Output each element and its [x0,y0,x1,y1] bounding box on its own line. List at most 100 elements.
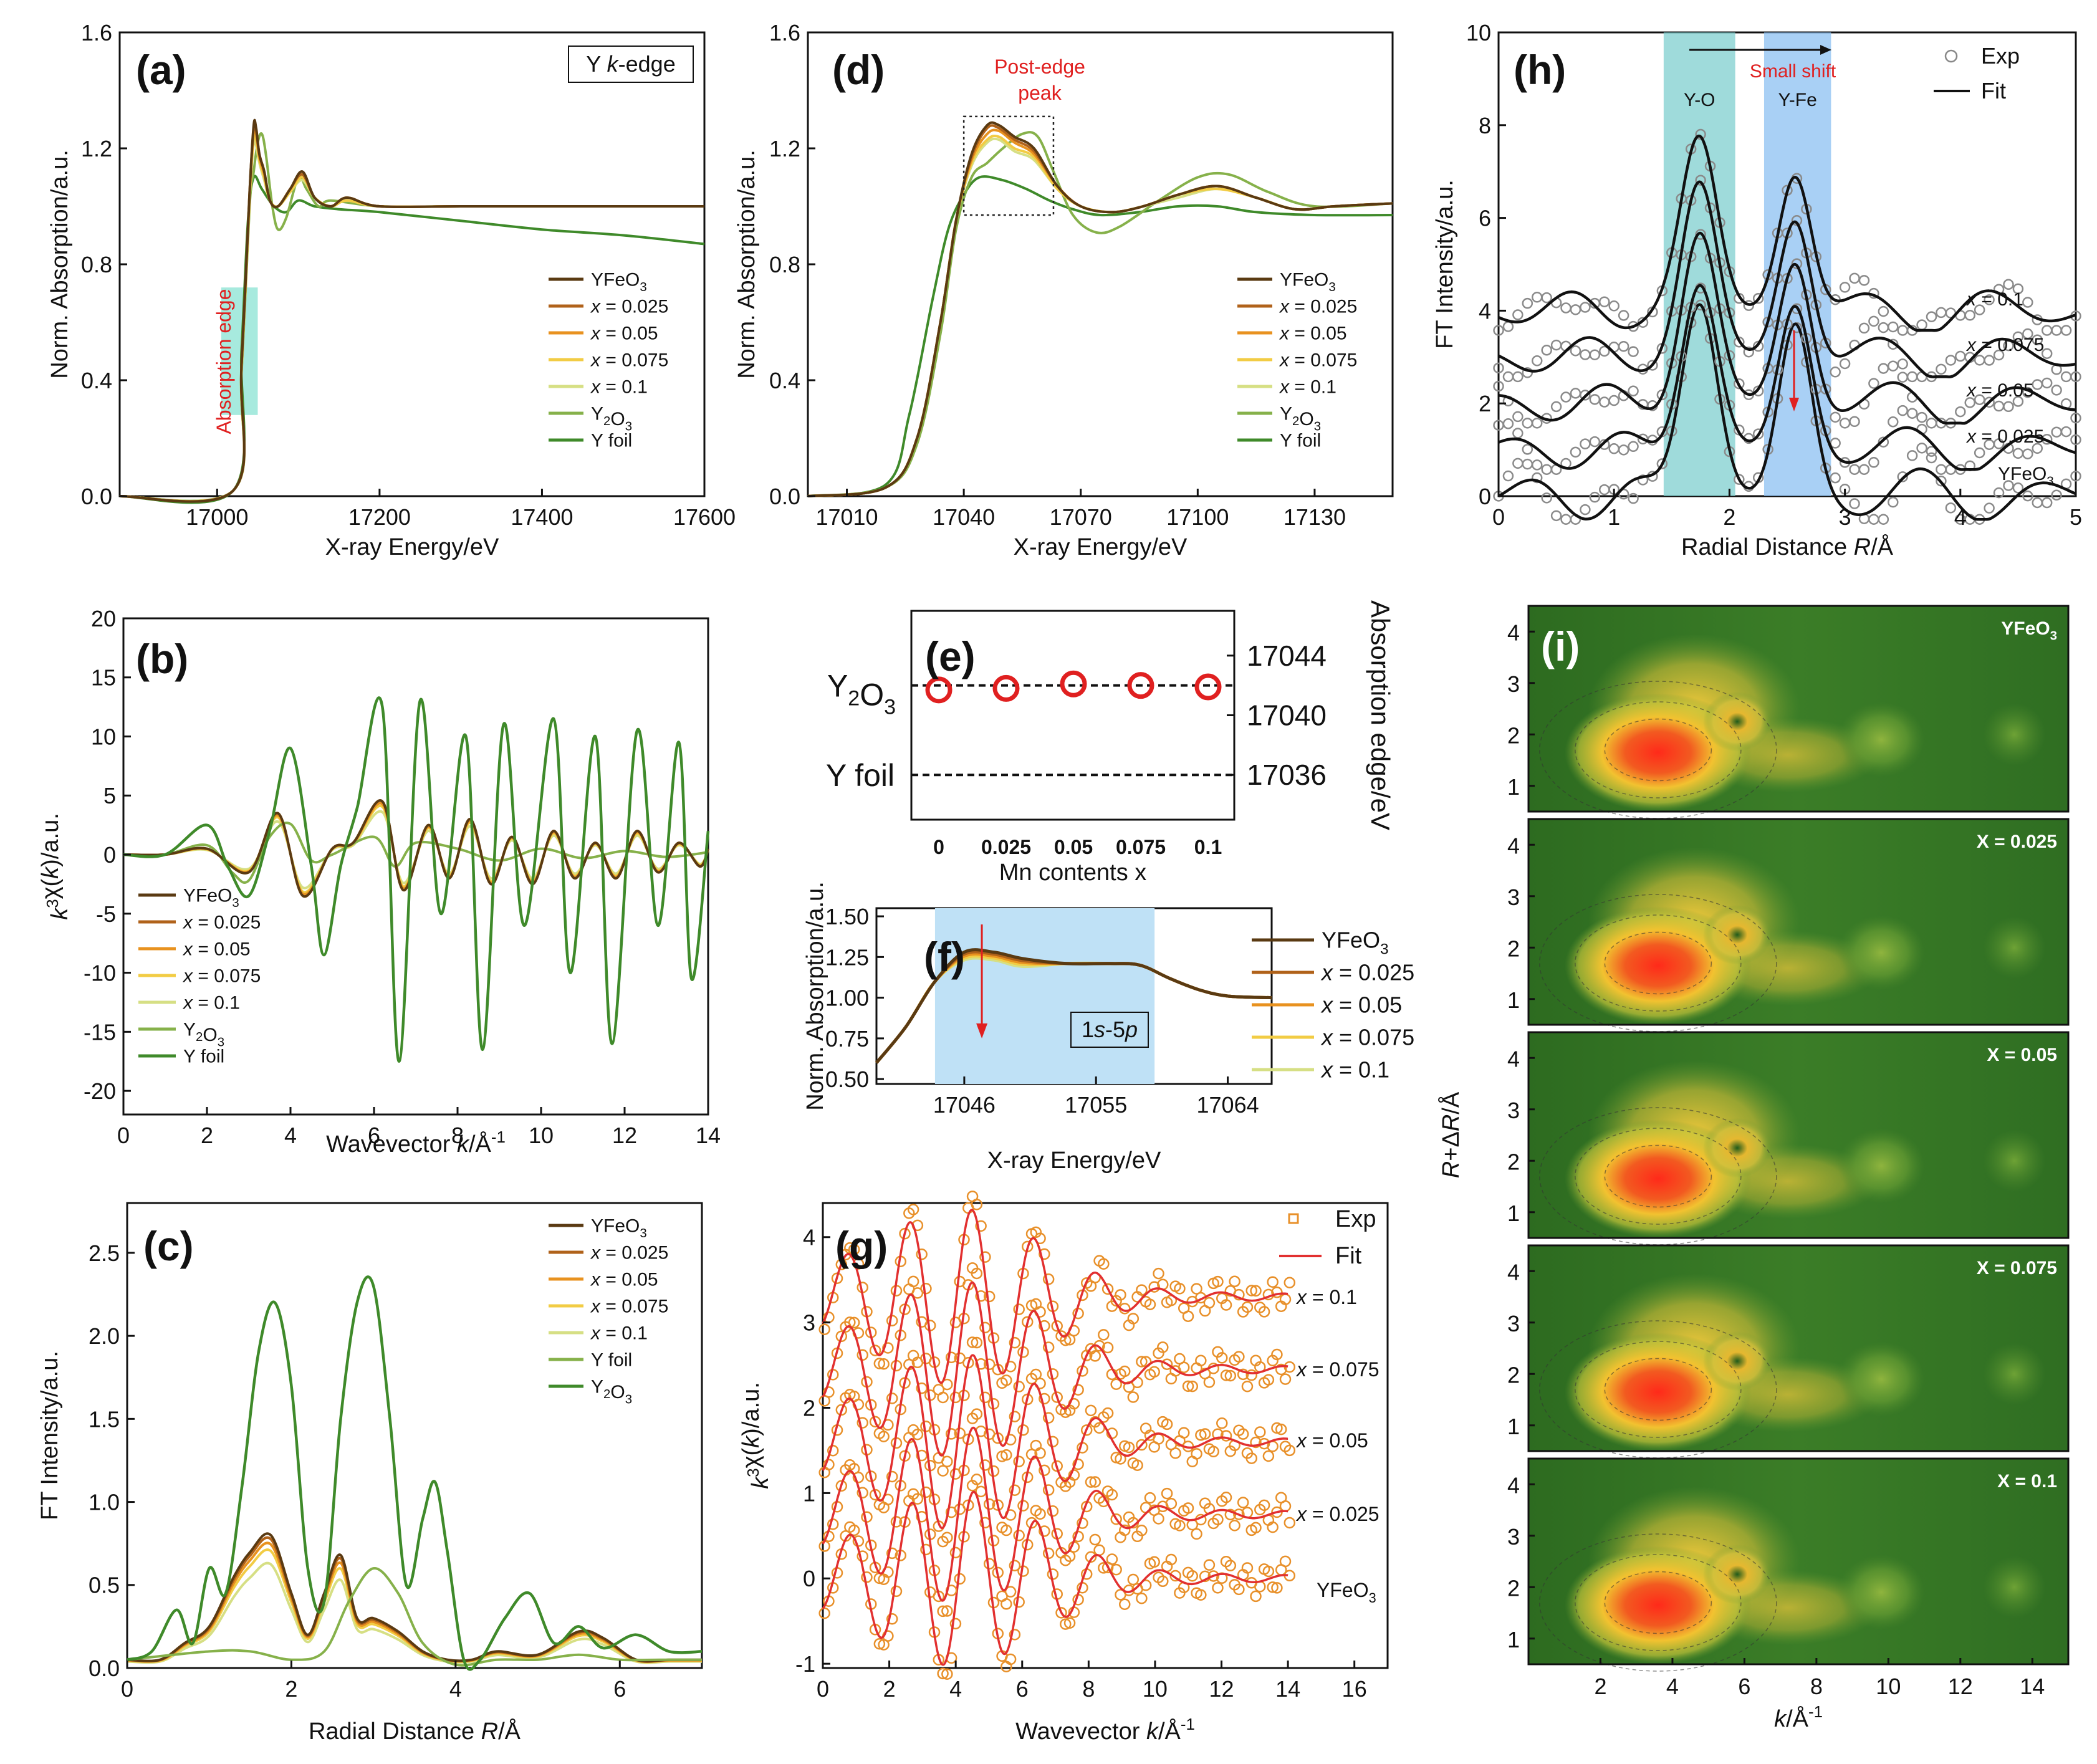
exp-point [1153,1433,1164,1445]
legend-entry: x = 0.075 [182,966,261,987]
exp-point [1178,1427,1190,1439]
post-edge-box [962,115,1055,216]
label-part: R [1438,1161,1464,1178]
x-tick-label: 17130 [1284,504,1346,530]
exp-point [941,1455,953,1468]
label-part: = 0.05 [1976,380,2034,401]
y-tick-label: 1.6 [81,20,112,46]
x-tick-label: 10 [529,1123,554,1148]
exp-point [2051,426,2062,438]
y-tick-label: 3 [1507,1524,1520,1550]
exp-point [2070,434,2081,446]
exp-point [1153,1513,1164,1525]
exp-point [1888,416,1899,428]
heatmap-frame [1527,1457,2070,1666]
exp-point [1017,1424,1029,1436]
exp-point [1080,1424,1093,1436]
exp-point [1906,371,1918,383]
label-part: )/a.u. [738,1382,764,1436]
x-tick-label: 17200 [348,504,411,530]
legend-entry: Y2O3 [1280,404,1321,434]
exp-point [1926,446,1937,457]
exp-point [2070,412,2081,424]
small-shift-label: Small shift [1750,61,1836,82]
label-part: )/a.u. [37,813,64,867]
label-part: x [1295,1429,1307,1452]
label-part: x [590,1297,601,1317]
exp-point [1144,1298,1156,1310]
legend-entry: YFeO3 [591,1216,647,1240]
data-point [992,674,1020,702]
exp-point [937,1605,949,1618]
label-part: = 0.025 [600,1243,668,1263]
label-part: k [47,907,73,920]
exp-point [2012,482,2024,494]
exp-point [1522,458,1533,470]
label-part: Y foil [1280,431,1321,451]
heatmap-label: YFeO3 [2001,618,2057,643]
contour [1575,1128,1742,1225]
y-tick-label: 2 [803,1395,815,1421]
y-tick-label: 1 [1507,1201,1520,1226]
exp-point [1839,418,1851,429]
exp-point [1203,1297,1216,1309]
exp-point [1013,1381,1025,1393]
transition-label: 1s-5p [1082,1017,1138,1042]
exp-point [1618,340,1629,352]
transition-label-box [1070,1012,1149,1048]
exp-point [1858,275,1870,286]
exp-point [1647,360,1658,371]
exp-point [1001,1598,1012,1610]
label-part: Y [183,1020,196,1040]
label-part: x [1965,380,1977,401]
band-label: Y-Fe [1778,90,1817,110]
fit-line [822,1281,1288,1457]
y-tick-label: 1.0 [89,1490,120,1515]
exp-point [1502,418,1514,429]
exp-point [1174,1283,1186,1295]
exp-point [949,1391,962,1404]
exp-point [1897,358,1908,370]
exp-point [2041,377,2053,389]
band-label: Y-O [1684,90,1716,110]
label-part: k [738,1435,764,1448]
label-part: Norm. Absorption/a.u. [802,881,828,1111]
legend-entry: Y foil [183,1047,224,1067]
exp-point [1531,355,1543,367]
label-part: 1 [1082,1017,1094,1042]
label-part: x [590,1270,601,1290]
legend-entry: x = 0.05 [182,939,251,960]
x-tick-label: 17040 [933,504,995,530]
exp-point [1916,411,1927,423]
exp-point [1993,400,2005,412]
exp-point [1127,1391,1140,1403]
exp-point [1191,1528,1202,1540]
exp-point [920,1486,932,1498]
label-part: = 0.1 [600,1323,648,1344]
exp-point [2051,325,2062,336]
label-part: 3 [2050,629,2057,643]
exp-point [1001,1374,1012,1386]
exp-point [1888,360,1899,371]
label-part: O [610,1382,625,1402]
curve-label: x = 0.1 [1965,289,2023,310]
y-tick-label: 4 [1507,620,1520,645]
exp-point [937,1667,949,1680]
y-tick-label: 0 [103,842,116,868]
exp-point [1004,1361,1017,1373]
contour [1575,701,1742,798]
label-part: Y [591,1377,603,1397]
exp-point [1656,389,1668,401]
x-tick-label: 0 [817,1676,829,1702]
exp-point [1241,1380,1254,1393]
label-part: k [1146,1718,1159,1745]
exp-point [1541,292,1552,304]
exp-point [1926,452,1937,464]
label-part: = 0.025 [193,913,261,933]
contour [1604,718,1712,782]
exp-point [1502,470,1514,482]
exp-point [1964,397,1975,408]
x-tick-label: 6 [368,1123,380,1148]
exp-point [1224,1508,1237,1521]
